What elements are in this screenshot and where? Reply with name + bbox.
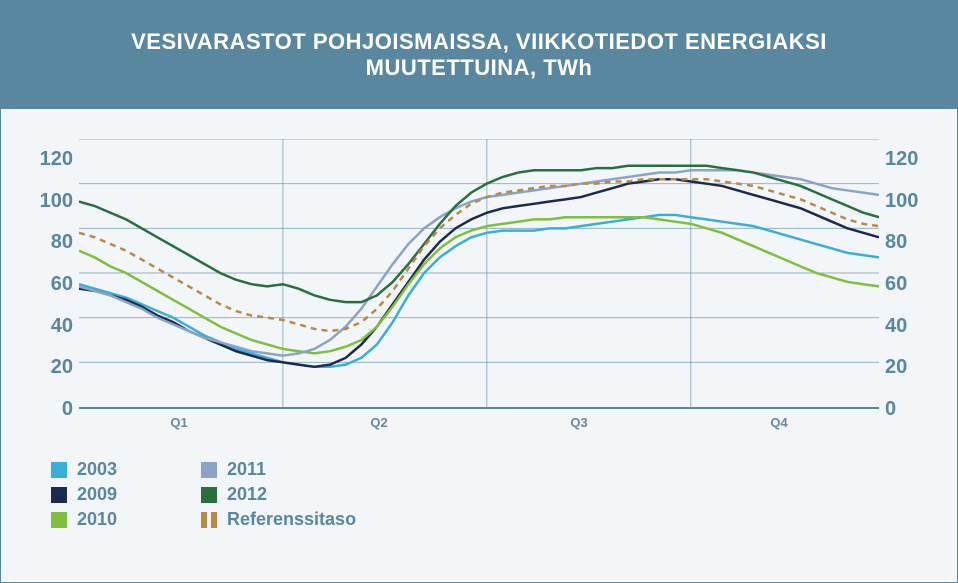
y-tick-label: 60 xyxy=(51,274,73,294)
y-axis-right: 020406080100120 xyxy=(885,139,929,409)
x-tick-label: Q2 xyxy=(279,415,479,445)
legend-label: 2012 xyxy=(227,484,267,505)
series-line-Referenssitaso xyxy=(79,179,879,331)
y-tick-label: 100 xyxy=(885,191,918,211)
x-tick-label: Q3 xyxy=(479,415,679,445)
x-tick-label: Q1 xyxy=(79,415,279,445)
legend-swatch xyxy=(201,512,217,528)
y-tick-label: 40 xyxy=(51,316,73,336)
legend-label: 2003 xyxy=(77,459,117,480)
legend-item: 2009 xyxy=(51,484,201,505)
legend-label: Referenssitaso xyxy=(227,509,356,530)
y-tick-label: 80 xyxy=(51,232,73,252)
y-axis-left: 020406080100120 xyxy=(29,139,73,409)
series-line-2011 xyxy=(79,170,879,355)
y-tick-label: 120 xyxy=(40,149,73,169)
y-tick-label: 80 xyxy=(885,232,907,252)
legend-label: 2011 xyxy=(227,459,266,480)
legend-item: 2010 xyxy=(51,509,201,530)
y-tick-label: 40 xyxy=(885,316,907,336)
legend-label: 2009 xyxy=(77,484,117,505)
legend-swatch xyxy=(51,487,67,503)
legend-swatch xyxy=(51,462,67,478)
chart-title: VESIVARASTOT POHJOISMAISSA, VIIKKOTIEDOT… xyxy=(131,29,827,80)
legend-item: 2012 xyxy=(201,484,401,505)
chart-container: VESIVARASTOT POHJOISMAISSA, VIIKKOTIEDOT… xyxy=(0,0,958,583)
y-tick-label: 0 xyxy=(885,399,896,419)
x-tick-label: Q4 xyxy=(679,415,879,445)
legend-swatch xyxy=(201,487,217,503)
legend-item: Referenssitaso xyxy=(201,509,401,530)
y-tick-label: 100 xyxy=(40,191,73,211)
y-tick-label: 120 xyxy=(885,149,918,169)
y-tick-label: 60 xyxy=(885,274,907,294)
chart-legend: 2003 2011 2009 2012 2010 Referenssitaso xyxy=(51,459,917,530)
chart-plot xyxy=(79,139,879,409)
legend-swatch xyxy=(201,462,217,478)
y-tick-label: 20 xyxy=(51,357,73,377)
legend-swatch xyxy=(51,512,67,528)
legend-item: 2003 xyxy=(51,459,201,480)
chart-area: 020406080100120 020406080100120 Q1Q2Q3Q4… xyxy=(1,109,957,580)
legend-item: 2011 xyxy=(201,459,401,480)
y-tick-label: 0 xyxy=(62,399,73,419)
x-axis: Q1Q2Q3Q4 xyxy=(79,415,879,445)
legend-label: 2010 xyxy=(77,509,117,530)
chart-box: 020406080100120 020406080100120 Q1Q2Q3Q4 xyxy=(79,139,879,409)
y-tick-label: 20 xyxy=(885,357,907,377)
chart-title-bar: VESIVARASTOT POHJOISMAISSA, VIIKKOTIEDOT… xyxy=(1,1,957,109)
